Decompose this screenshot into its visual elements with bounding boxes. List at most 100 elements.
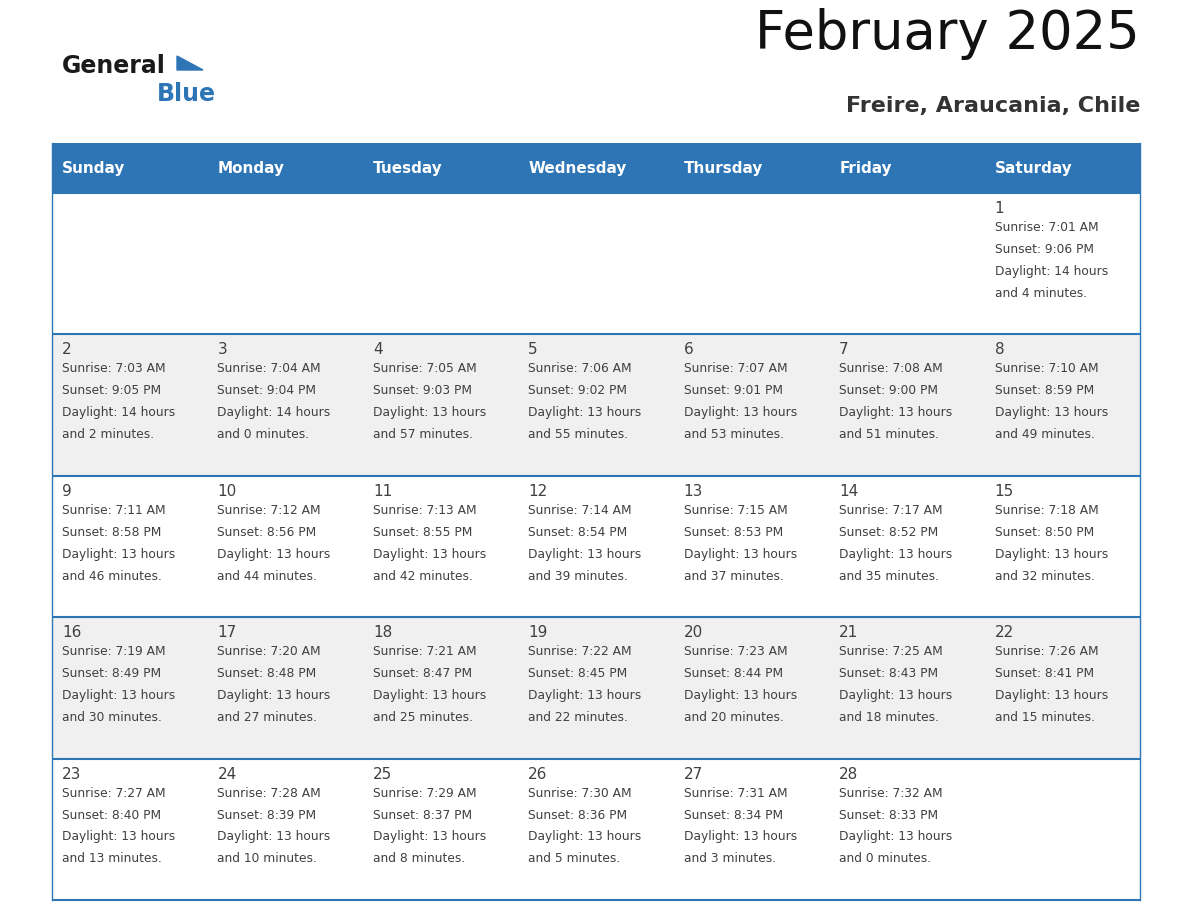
Text: and 22 minutes.: and 22 minutes. [529,711,628,724]
Text: 7: 7 [839,342,848,357]
Text: Daylight: 13 hours: Daylight: 13 hours [373,831,486,844]
Text: Daylight: 13 hours: Daylight: 13 hours [373,407,486,420]
Text: Sunrise: 7:30 AM: Sunrise: 7:30 AM [529,787,632,800]
Text: Sunset: 9:01 PM: Sunset: 9:01 PM [684,385,783,397]
Text: and 27 minutes.: and 27 minutes. [217,711,317,724]
Text: 21: 21 [839,625,859,640]
Text: Daylight: 14 hours: Daylight: 14 hours [994,264,1108,278]
Text: and 32 minutes.: and 32 minutes. [994,569,1094,583]
Text: Sunset: 8:44 PM: Sunset: 8:44 PM [684,667,783,680]
Bar [52,758,1140,900]
Text: Daylight: 13 hours: Daylight: 13 hours [217,548,330,561]
Text: Sunset: 9:05 PM: Sunset: 9:05 PM [62,385,162,397]
Text: Sunset: 9:03 PM: Sunset: 9:03 PM [373,385,472,397]
Text: Sunset: 9:04 PM: Sunset: 9:04 PM [217,385,316,397]
Text: Sunrise: 7:23 AM: Sunrise: 7:23 AM [684,645,788,658]
Text: 24: 24 [217,767,236,781]
Text: Daylight: 13 hours: Daylight: 13 hours [839,831,953,844]
Text: and 4 minutes.: and 4 minutes. [994,286,1087,300]
Text: Sunrise: 7:15 AM: Sunrise: 7:15 AM [684,504,788,517]
Text: Sunset: 8:36 PM: Sunset: 8:36 PM [529,809,627,822]
Text: Sunset: 8:33 PM: Sunset: 8:33 PM [839,809,939,822]
Text: 2: 2 [62,342,71,357]
Text: Sunset: 8:56 PM: Sunset: 8:56 PM [217,526,317,539]
Text: and 13 minutes.: and 13 minutes. [62,852,162,866]
Text: 17: 17 [217,625,236,640]
Text: Sunrise: 7:11 AM: Sunrise: 7:11 AM [62,504,165,517]
Text: and 57 minutes.: and 57 minutes. [373,428,473,442]
Text: Sunset: 8:34 PM: Sunset: 8:34 PM [684,809,783,822]
Text: Sunset: 9:06 PM: Sunset: 9:06 PM [994,243,1094,256]
Text: Sunrise: 7:07 AM: Sunrise: 7:07 AM [684,363,788,375]
Text: 14: 14 [839,484,859,498]
Text: Friday: Friday [839,161,892,175]
Text: Daylight: 13 hours: Daylight: 13 hours [994,548,1108,561]
Text: and 53 minutes.: and 53 minutes. [684,428,784,442]
Text: Sunset: 8:43 PM: Sunset: 8:43 PM [839,667,939,680]
Text: Blue: Blue [157,82,216,106]
Text: Daylight: 13 hours: Daylight: 13 hours [529,831,642,844]
Text: and 30 minutes.: and 30 minutes. [62,711,162,724]
Text: Sunrise: 7:20 AM: Sunrise: 7:20 AM [217,645,321,658]
Text: 11: 11 [373,484,392,498]
Text: Sunset: 9:00 PM: Sunset: 9:00 PM [839,385,939,397]
Text: Sunrise: 7:18 AM: Sunrise: 7:18 AM [994,504,1099,517]
Text: Sunset: 8:50 PM: Sunset: 8:50 PM [994,526,1094,539]
Text: Daylight: 13 hours: Daylight: 13 hours [529,689,642,702]
Text: Sunrise: 7:29 AM: Sunrise: 7:29 AM [373,787,476,800]
Text: Daylight: 13 hours: Daylight: 13 hours [839,548,953,561]
Text: and 39 minutes.: and 39 minutes. [529,569,628,583]
Bar [518,143,674,193]
Text: Sunrise: 7:13 AM: Sunrise: 7:13 AM [373,504,476,517]
Bar [208,143,362,193]
Text: 26: 26 [529,767,548,781]
Text: and 0 minutes.: and 0 minutes. [839,852,931,866]
Text: 18: 18 [373,625,392,640]
Text: Daylight: 13 hours: Daylight: 13 hours [994,689,1108,702]
Text: 8: 8 [994,342,1004,357]
Text: Sunrise: 7:17 AM: Sunrise: 7:17 AM [839,504,943,517]
Text: Daylight: 13 hours: Daylight: 13 hours [62,548,176,561]
Text: Sunrise: 7:03 AM: Sunrise: 7:03 AM [62,363,165,375]
Text: 15: 15 [994,484,1013,498]
Text: Sunrise: 7:08 AM: Sunrise: 7:08 AM [839,363,943,375]
Text: Sunset: 8:48 PM: Sunset: 8:48 PM [217,667,317,680]
Text: 19: 19 [529,625,548,640]
Text: 25: 25 [373,767,392,781]
Text: Sunset: 8:58 PM: Sunset: 8:58 PM [62,526,162,539]
Text: 3: 3 [217,342,227,357]
Text: 28: 28 [839,767,859,781]
Bar [52,334,1140,476]
Text: Daylight: 14 hours: Daylight: 14 hours [62,407,176,420]
Bar [829,143,985,193]
Text: and 3 minutes.: and 3 minutes. [684,852,776,866]
Text: 6: 6 [684,342,694,357]
Text: 23: 23 [62,767,81,781]
Text: Sunrise: 7:31 AM: Sunrise: 7:31 AM [684,787,788,800]
Text: Sunset: 8:54 PM: Sunset: 8:54 PM [529,526,627,539]
Text: 4: 4 [373,342,383,357]
Text: Sunrise: 7:12 AM: Sunrise: 7:12 AM [217,504,321,517]
Text: Saturday: Saturday [994,161,1073,175]
Text: 13: 13 [684,484,703,498]
Text: February 2025: February 2025 [756,8,1140,60]
Text: Sunrise: 7:14 AM: Sunrise: 7:14 AM [529,504,632,517]
Text: and 37 minutes.: and 37 minutes. [684,569,784,583]
Text: Wednesday: Wednesday [529,161,626,175]
Text: Sunset: 9:02 PM: Sunset: 9:02 PM [529,385,627,397]
Text: Daylight: 13 hours: Daylight: 13 hours [994,407,1108,420]
Bar [985,143,1140,193]
Text: and 18 minutes.: and 18 minutes. [839,711,940,724]
Text: and 5 minutes.: and 5 minutes. [529,852,620,866]
Text: 9: 9 [62,484,71,498]
Text: 1: 1 [994,201,1004,216]
Text: Sunset: 8:52 PM: Sunset: 8:52 PM [839,526,939,539]
Text: Sunrise: 7:21 AM: Sunrise: 7:21 AM [373,645,476,658]
Text: Sunrise: 7:26 AM: Sunrise: 7:26 AM [994,645,1098,658]
Text: Sunrise: 7:32 AM: Sunrise: 7:32 AM [839,787,943,800]
Text: Monday: Monday [217,161,284,175]
Text: and 0 minutes.: and 0 minutes. [217,428,310,442]
Text: and 25 minutes.: and 25 minutes. [373,711,473,724]
Text: and 2 minutes.: and 2 minutes. [62,428,154,442]
Text: and 44 minutes.: and 44 minutes. [217,569,317,583]
